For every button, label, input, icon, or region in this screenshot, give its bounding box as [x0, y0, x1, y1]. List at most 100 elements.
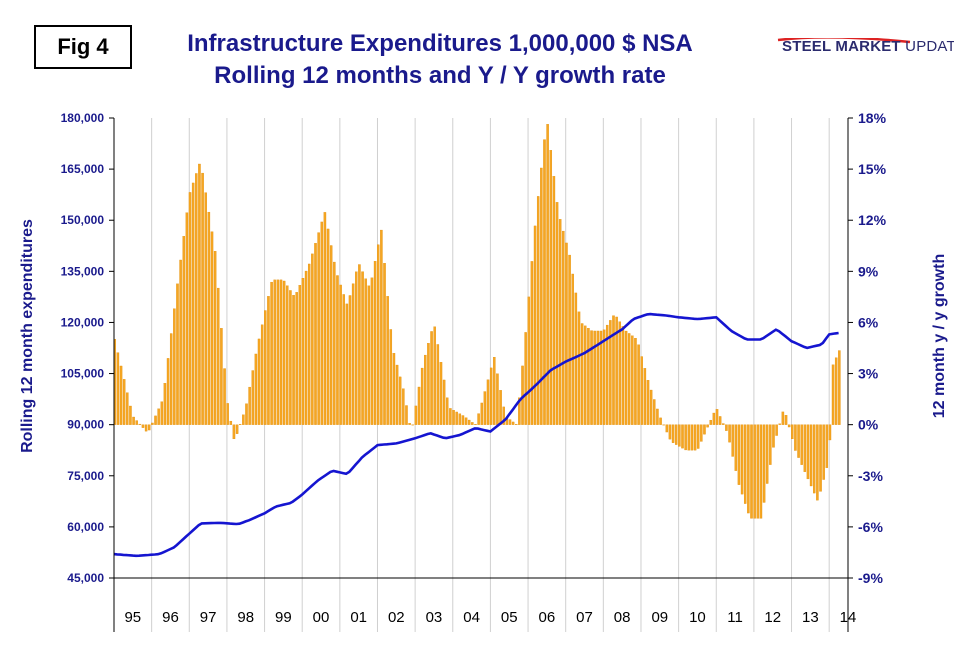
growth-bar: [571, 273, 574, 425]
growth-bar: [386, 296, 389, 425]
x-tick-label: 10: [689, 609, 706, 626]
growth-bar: [806, 424, 810, 480]
growth-bar: [631, 335, 634, 425]
growth-bar: [458, 413, 462, 425]
growth-bar: [380, 229, 383, 425]
growth-bar: [671, 424, 675, 443]
left-tick-label: 45,000: [67, 571, 104, 585]
growth-bar: [722, 423, 725, 425]
growth-bar: [493, 357, 496, 425]
growth-bar: [653, 399, 656, 425]
growth-bar: [301, 277, 305, 425]
growth-bar: [279, 279, 283, 425]
growth-bar: [282, 280, 286, 425]
growth-bar: [703, 424, 706, 435]
growth-bar: [480, 402, 484, 425]
growth-bar: [119, 365, 123, 425]
expenditure-line: [113, 312, 839, 558]
growth-bar: [267, 296, 270, 425]
growth-bar: [376, 244, 380, 425]
growth-bar: [587, 328, 590, 425]
growth-bar: [144, 424, 148, 432]
growth-bar: [373, 261, 377, 425]
growth-bar: [693, 424, 697, 451]
growth-bar: [471, 422, 474, 425]
growth-bar: [834, 357, 838, 425]
growth-bar: [838, 350, 841, 425]
x-tick-label: 95: [124, 609, 141, 626]
growth-bar: [816, 424, 819, 501]
growth-bar: [342, 294, 345, 425]
x-tick-label: 12: [764, 609, 781, 626]
growth-bar: [778, 423, 781, 425]
growth-bar: [546, 124, 549, 425]
growth-bar: [825, 424, 829, 468]
growth-bar: [681, 424, 684, 449]
growth-bar: [370, 277, 374, 425]
x-tick-label: 99: [275, 609, 292, 626]
growth-bar: [662, 424, 665, 426]
growth-bar: [307, 263, 311, 425]
expenditure-line-layer: [113, 312, 839, 558]
growth-bar: [355, 271, 358, 425]
growth-bar: [615, 316, 618, 425]
growth-bar: [408, 423, 411, 425]
axes: [113, 118, 849, 632]
growth-bar: [351, 283, 355, 425]
growth-bar: [273, 279, 276, 425]
growth-bar: [596, 330, 600, 425]
growth-bar: [791, 424, 794, 440]
growth-bar: [590, 330, 593, 425]
growth-bar: [414, 405, 418, 425]
growth-bar: [621, 326, 625, 425]
growth-bar: [333, 261, 336, 425]
growth-bar: [678, 424, 681, 447]
growth-bar: [700, 424, 703, 442]
growth-bar: [511, 421, 515, 425]
growth-bar: [690, 424, 694, 451]
growth-bar: [668, 424, 672, 440]
growth-bar: [446, 397, 449, 425]
growth-bar: [734, 424, 738, 471]
left-tick-label: 120,000: [61, 315, 105, 329]
growth-bar: [640, 356, 643, 425]
growth-bar: [784, 415, 788, 425]
growth-bar: [163, 383, 167, 425]
right-axis-ticks: -9% -6% -3% 0% 3% 6% 9% 12% 15% 18%: [848, 110, 887, 586]
growth-bars: [113, 124, 841, 519]
growth-bar: [424, 354, 427, 425]
y-axis-right-label: 12 month y / y growth: [931, 253, 948, 419]
growth-bar: [345, 303, 349, 425]
growth-bar: [464, 417, 468, 425]
growth-bar: [326, 228, 330, 425]
right-tick-label: 15%: [858, 161, 887, 177]
growth-bar: [358, 264, 361, 425]
growth-bar: [624, 330, 628, 425]
growth-bar: [132, 416, 135, 425]
growth-bar: [195, 173, 198, 425]
growth-bar: [251, 370, 255, 425]
right-tick-label: -3%: [858, 468, 883, 484]
growth-bar: [483, 391, 487, 425]
growth-bar: [141, 424, 145, 428]
growth-bar: [232, 424, 236, 440]
growth-bar: [245, 403, 248, 425]
growth-bar: [477, 413, 480, 425]
growth-bar: [311, 253, 314, 425]
growth-bar: [242, 414, 245, 425]
growth-bar: [706, 424, 709, 428]
right-tick-label: 0%: [858, 417, 879, 433]
growth-bar: [314, 243, 317, 425]
right-tick-label: 3%: [858, 366, 879, 382]
growth-bar: [747, 424, 750, 514]
growth-bar: [166, 358, 170, 425]
growth-bar: [383, 263, 386, 425]
growth-bar: [191, 182, 195, 425]
x-tick-label: 00: [313, 609, 330, 626]
x-tick-label: 07: [576, 609, 593, 626]
growth-bar: [348, 295, 352, 425]
growth-bar: [364, 278, 367, 425]
growth-bar: [637, 344, 640, 425]
growth-bar: [584, 325, 587, 425]
growth-bar: [160, 401, 164, 425]
